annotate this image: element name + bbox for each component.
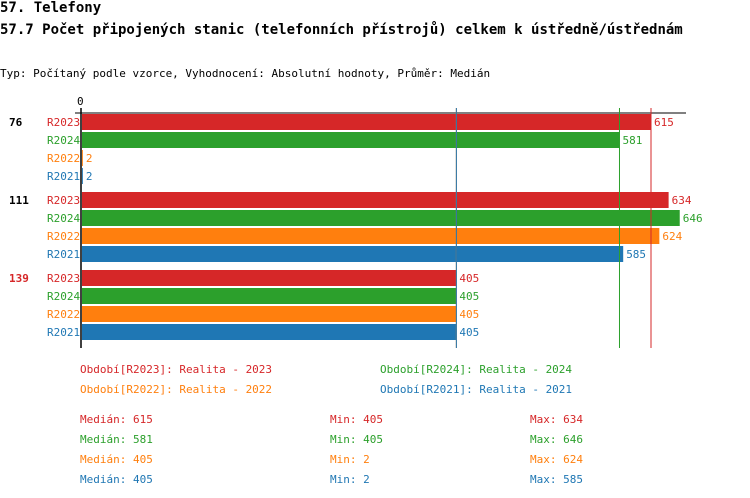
bar-R2022 [82, 306, 457, 322]
max-stat: Max: 585 [530, 473, 583, 486]
data-label: 585 [626, 248, 647, 261]
series-label: R2023 [47, 272, 81, 285]
series-label: R2022 [47, 308, 81, 321]
bar-R2022 [82, 228, 660, 244]
data-label: 624 [662, 230, 683, 243]
series-label: R2022 [47, 152, 81, 165]
bar-R2021 [82, 324, 457, 340]
max-stat: Max: 634 [530, 413, 583, 426]
median-stat: Medián: 615 [80, 413, 153, 426]
series-label: R2024 [47, 290, 81, 303]
bar-R2021 [82, 246, 624, 262]
section-heading: 57. Telefony [0, 0, 102, 16]
max-stat: Max: 624 [530, 453, 583, 466]
series-label: R2023 [47, 194, 81, 207]
data-label: 2 [85, 152, 93, 165]
bar-R2023 [82, 192, 669, 208]
series-label: R2024 [47, 134, 81, 147]
series-label: R2023 [47, 116, 81, 129]
bar-R2024 [82, 288, 457, 304]
bar-R2024 [82, 210, 680, 226]
series-label: R2022 [47, 230, 81, 243]
chart-title: 57.7 Počet připojených stanic (telefonní… [0, 22, 683, 38]
min-stat: Min: 405 [330, 433, 383, 446]
group-label: 111 [9, 194, 29, 207]
data-label: 405 [459, 326, 480, 339]
max-stat: Max: 646 [530, 433, 583, 446]
min-stat: Min: 2 [330, 453, 370, 466]
data-label: 615 [654, 116, 674, 129]
bar-R2023 [82, 114, 651, 130]
bar-R2024 [82, 132, 620, 148]
bar-R2022 [82, 150, 83, 166]
group-label: 76 [9, 116, 23, 129]
data-label: 634 [671, 194, 692, 207]
legend-item: Období[R2024]: Realita - 2024 [380, 363, 573, 376]
median-stat: Medián: 581 [80, 433, 153, 446]
bar-R2021 [82, 168, 83, 184]
series-label: R2024 [47, 212, 81, 225]
axis-zero-label: 0 [77, 95, 84, 108]
bar-R2023 [82, 270, 457, 286]
data-label: 646 [682, 212, 703, 225]
data-label: 2 [85, 170, 93, 183]
legend-item: Období[R2022]: Realita - 2022 [80, 383, 273, 396]
chart-subtitle: Typ: Počítaný podle vzorce, Vyhodnocení:… [0, 67, 491, 80]
min-stat: Min: 405 [330, 413, 383, 426]
data-label: 405 [459, 272, 480, 285]
data-label: 405 [459, 290, 480, 303]
group-label: 139 [9, 272, 29, 285]
series-label: R2021 [47, 170, 81, 183]
median-stat: Medián: 405 [80, 473, 153, 486]
data-label: 581 [622, 134, 643, 147]
series-label: R2021 [47, 248, 81, 261]
legend-item: Období[R2021]: Realita - 2021 [380, 383, 573, 396]
min-stat: Min: 2 [330, 473, 370, 486]
legend-item: Období[R2023]: Realita - 2023 [80, 363, 273, 376]
data-label: 405 [459, 308, 480, 321]
median-stat: Medián: 405 [80, 453, 153, 466]
series-label: R2021 [47, 326, 81, 339]
